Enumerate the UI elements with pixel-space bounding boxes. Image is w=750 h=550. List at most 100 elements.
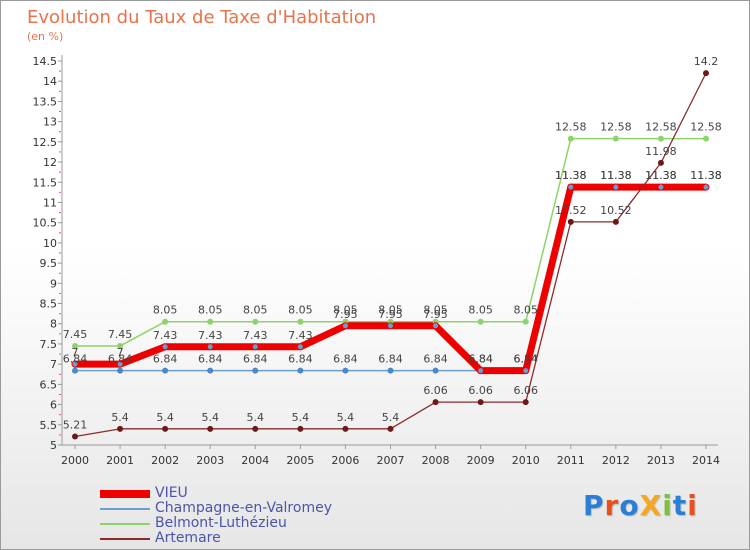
data-point-artemare <box>297 425 304 432</box>
data-label-artemare: 5.4 <box>382 411 400 424</box>
data-point-artemare <box>432 399 439 406</box>
data-label-champagne: 6.84 <box>513 353 538 366</box>
data-point-belmont <box>72 342 78 349</box>
x-tick-label: 2002 <box>151 454 179 467</box>
data-label-champagne: 6.84 <box>378 353 403 366</box>
data-label-artemare: 14.2 <box>694 55 719 68</box>
data-label-champagne: 6.84 <box>468 353 493 366</box>
legend-label-belmont: Belmont-Luthézieu <box>155 515 287 531</box>
legend-label-champagne: Champagne-en-Valromey <box>155 500 332 516</box>
x-tick-label: 2007 <box>377 454 405 467</box>
legend-swatch-champagne <box>100 508 150 510</box>
data-point-belmont <box>117 342 124 349</box>
x-tick-label: 2013 <box>647 454 675 467</box>
data-point-artemare <box>387 425 394 432</box>
data-label-belmont: 8.05 <box>198 304 223 317</box>
data-label-belmont: 12.58 <box>555 121 587 134</box>
y-tick-label: 7 <box>50 358 57 371</box>
data-point-artemare <box>342 425 349 432</box>
data-point-vieu <box>161 343 169 351</box>
logo-letter: i <box>662 489 673 522</box>
data-label-vieu: 7.43 <box>243 329 268 342</box>
data-label-artemare: 5.4 <box>337 411 355 424</box>
data-label-champagne: 11.38 <box>645 169 677 182</box>
y-tick-label: 14.5 <box>33 55 58 68</box>
x-tick-label: 2000 <box>61 454 89 467</box>
data-point-belmont <box>297 318 304 325</box>
data-point-vieu <box>387 322 394 330</box>
data-label-belmont: 8.05 <box>378 304 403 317</box>
data-point-vieu <box>522 367 530 375</box>
data-label-champagne: 6.84 <box>198 353 223 366</box>
logo-letter: t <box>672 489 688 522</box>
data-label-artemare: 5.4 <box>247 411 265 424</box>
x-tick-label: 2011 <box>557 454 585 467</box>
data-label-artemare: 5.4 <box>111 411 129 424</box>
data-point-belmont <box>567 135 574 142</box>
legend-swatch-artemare <box>100 538 150 540</box>
x-tick-label: 2005 <box>286 454 314 467</box>
data-label-belmont: 8.05 <box>423 304 448 317</box>
y-tick-label: 5.5 <box>40 419 58 432</box>
y-tick-label: 9 <box>50 277 57 290</box>
data-point-artemare <box>657 159 664 166</box>
data-label-artemare: 6.06 <box>423 384 448 397</box>
data-label-vieu: 6.84 <box>468 353 493 366</box>
x-tick-label: 2008 <box>422 454 450 467</box>
data-point-champagne <box>387 367 394 374</box>
data-point-vieu <box>657 183 665 191</box>
logo-letter: o <box>619 489 640 522</box>
data-label-belmont: 12.58 <box>600 121 632 134</box>
data-point-vieu <box>477 367 485 375</box>
data-label-champagne: 11.38 <box>690 169 722 182</box>
data-point-champagne <box>207 367 214 374</box>
logo-letter: i <box>687 489 698 522</box>
x-tick-label: 2001 <box>106 454 134 467</box>
data-label-champagne: 6.84 <box>63 353 88 366</box>
data-point-artemare <box>162 425 169 432</box>
data-label-champagne: 11.38 <box>600 169 632 182</box>
y-tick-label: 5 <box>50 439 57 452</box>
chart-unit-label: (en %) <box>27 30 64 43</box>
data-label-vieu: 6.84 <box>513 353 538 366</box>
legend-swatch-belmont <box>100 523 150 525</box>
data-label-belmont: 8.05 <box>468 304 493 317</box>
data-point-champagne <box>252 367 259 374</box>
x-tick-label: 2004 <box>241 454 269 467</box>
data-point-champagne <box>162 367 169 374</box>
data-point-vieu <box>296 343 304 351</box>
data-label-champagne: 6.84 <box>153 353 178 366</box>
x-tick-label: 2006 <box>331 454 359 467</box>
data-point-belmont <box>522 318 529 325</box>
y-tick-label: 14 <box>43 75 57 88</box>
logo-letter: X <box>639 489 663 522</box>
data-label-vieu: 11.38 <box>555 169 587 182</box>
data-point-vieu <box>702 183 710 191</box>
data-label-vieu: 7.43 <box>288 329 313 342</box>
data-label-artemare: 5.4 <box>156 411 174 424</box>
data-point-belmont <box>657 135 664 142</box>
x-tick-label: 2012 <box>602 454 630 467</box>
data-point-champagne <box>432 367 439 374</box>
y-tick-label: 13.5 <box>33 95 58 108</box>
data-label-artemare: 5.21 <box>63 419 88 432</box>
data-point-artemare <box>477 399 484 406</box>
y-tick-label: 9.5 <box>40 257 58 270</box>
data-label-champagne: 6.84 <box>333 353 358 366</box>
y-tick-label: 12.5 <box>33 136 58 149</box>
data-point-champagne <box>72 367 78 374</box>
logo-letter: r <box>604 489 620 522</box>
y-tick-label: 8.5 <box>40 298 58 311</box>
y-tick-label: 10.5 <box>33 217 58 230</box>
data-point-belmont <box>612 135 619 142</box>
legend-swatch-vieu <box>100 490 150 498</box>
data-point-artemare <box>207 425 214 432</box>
data-point-vieu <box>116 360 124 368</box>
data-point-vieu <box>206 343 214 351</box>
y-tick-label: 10 <box>43 237 57 250</box>
data-point-belmont <box>703 135 709 142</box>
x-tick-label: 2010 <box>512 454 540 467</box>
data-label-vieu: 11.38 <box>690 169 722 182</box>
